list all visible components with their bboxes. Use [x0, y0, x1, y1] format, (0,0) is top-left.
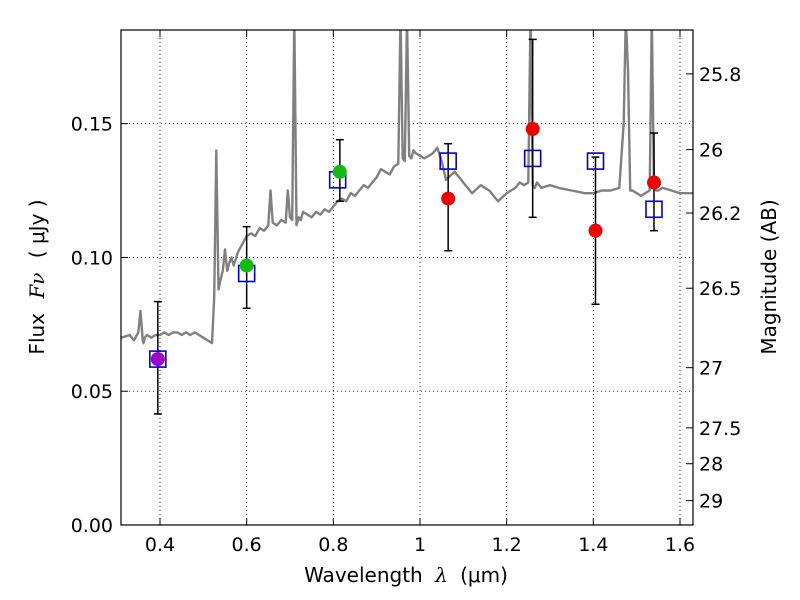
- y2-tick-label: 27: [699, 358, 723, 380]
- observed-point: [239, 258, 254, 273]
- y2-tick-label: 29: [699, 491, 723, 513]
- observed-point: [647, 175, 661, 190]
- observed-point: [150, 352, 165, 367]
- y-axis-label: Flux Fν ( μJy ): [25, 199, 49, 354]
- y2-axis-ticks: 25.8 26 26.2 26.5 27 27.5 28 29: [686, 64, 741, 513]
- y-tick-label: 0.10: [71, 247, 113, 269]
- y2-axis-label: Magnitude (AB): [757, 199, 781, 354]
- model-square: [149, 350, 167, 368]
- y-tick-label: 0.15: [71, 114, 113, 136]
- y-axis-ticks: 0.00 0.05 0.10 0.15: [71, 114, 128, 537]
- x-axis-ticks: 0.4 0.6 0.8 1 1.2 1.4 1.6: [145, 30, 695, 556]
- x-tick-label: 1.2: [492, 534, 522, 556]
- y2-tick-label: 25.8: [699, 64, 741, 86]
- x-tick-label: 0.6: [232, 534, 262, 556]
- y2-tick-label: 26: [699, 140, 723, 162]
- model-square: [645, 200, 663, 219]
- observed-point: [525, 122, 540, 136]
- y2-tick-label: 26.5: [699, 278, 741, 300]
- y2-tick-label: 28: [699, 454, 723, 476]
- x-tick-label: 1.4: [578, 534, 608, 556]
- y2-tick-label: 26.2: [699, 203, 741, 225]
- x-axis-label: Wavelength λ (μm): [304, 563, 508, 587]
- model-square: [523, 149, 542, 168]
- model-square: [439, 152, 457, 170]
- x-tick-label: 0.8: [318, 534, 348, 556]
- observed-point: [441, 191, 456, 206]
- plot-frame: [120, 29, 694, 526]
- y2-tick-label: 27.5: [699, 418, 741, 440]
- observed-photometry: [150, 122, 661, 367]
- observed-point: [588, 223, 603, 238]
- x-tick-label: 0.4: [145, 534, 175, 556]
- model-square: [586, 152, 605, 170]
- observed-point: [332, 164, 347, 179]
- y-tick-label: 0.00: [71, 515, 113, 537]
- x-tick-label: 1: [414, 534, 426, 556]
- spectrum-line: [121, 30, 693, 345]
- model-spectrum: [121, 30, 693, 345]
- x-tick-label: 1.6: [665, 534, 695, 556]
- y-tick-label: 0.05: [71, 381, 113, 403]
